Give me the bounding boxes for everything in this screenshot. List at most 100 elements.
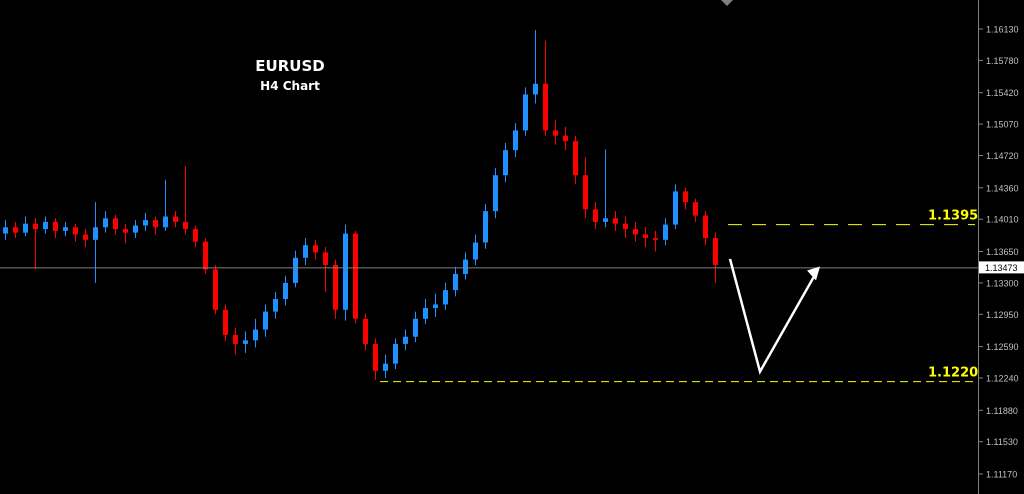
candle-body <box>153 220 158 228</box>
chart-title: EURUSD <box>255 57 325 75</box>
candle-body <box>623 223 628 230</box>
candle <box>673 184 678 230</box>
support-resistance-levels: 1.1395 1.1220 <box>380 209 978 383</box>
candle <box>563 126 568 151</box>
candle-body <box>433 304 438 309</box>
scroll-marker-icon[interactable] <box>721 0 733 6</box>
candle-body <box>493 175 498 212</box>
candle-body <box>193 229 198 242</box>
candle <box>93 202 98 283</box>
axis-tick-label: 1.11170 <box>986 470 1017 480</box>
candle <box>183 166 188 235</box>
candle-body <box>3 227 8 234</box>
candle-body <box>523 94 528 131</box>
candle <box>193 225 198 248</box>
candle-body <box>453 273 458 291</box>
candle <box>443 282 448 310</box>
axis-tick-label: 1.15420 <box>986 88 1019 98</box>
current-price-badge <box>979 261 1024 274</box>
candle-body <box>303 245 308 258</box>
candle-body <box>123 229 128 233</box>
candle-body <box>603 218 608 222</box>
candle <box>653 230 658 252</box>
candles <box>3 29 718 380</box>
candle-body <box>223 309 228 335</box>
candle <box>663 218 668 246</box>
axis-tick-label: 1.15070 <box>986 120 1019 130</box>
candle <box>113 214 118 235</box>
candle <box>703 211 708 246</box>
candle-body <box>353 233 358 319</box>
candle <box>383 354 388 379</box>
candle <box>163 179 168 231</box>
candle-body <box>413 318 418 337</box>
candle <box>513 123 518 158</box>
candle-body <box>13 227 18 233</box>
candle-body <box>373 343 378 371</box>
axis-tick-label: 1.14010 <box>986 215 1019 225</box>
candle-body <box>693 202 698 216</box>
candle-body <box>363 318 368 344</box>
candle-body <box>443 290 448 305</box>
candle <box>103 211 108 233</box>
candle-body <box>463 259 468 274</box>
candle <box>253 318 258 348</box>
axis-tick-label: 1.16130 <box>986 25 1019 35</box>
candle-body <box>383 363 388 371</box>
candle <box>463 252 468 280</box>
candle-body <box>83 234 88 240</box>
candle <box>363 313 368 351</box>
candle <box>603 149 608 228</box>
candle-body <box>33 223 38 230</box>
candle-body <box>253 329 258 341</box>
candle <box>423 299 428 325</box>
candle <box>43 216 48 234</box>
candle <box>503 142 508 183</box>
candle-body <box>343 233 348 310</box>
candle <box>233 327 238 355</box>
candle <box>683 187 688 210</box>
candle-body <box>273 299 278 312</box>
candle-body <box>533 83 538 95</box>
axis-tick-label: 1.11880 <box>986 406 1018 416</box>
candle-body <box>473 242 478 260</box>
candle <box>3 220 8 240</box>
candle-body <box>183 221 188 230</box>
candle-body <box>233 334 238 344</box>
candle-body <box>513 130 518 151</box>
candle-body <box>103 218 108 228</box>
candle <box>493 168 498 219</box>
candle-body <box>503 150 508 176</box>
candle <box>543 40 548 136</box>
candle <box>133 220 138 239</box>
candle-body <box>333 264 338 310</box>
axis-tick-label: 1.13300 <box>986 278 1019 288</box>
axis-tick-label: 1.11530 <box>986 437 1018 447</box>
candle-body <box>173 216 178 222</box>
axis-tick-label: 1.12950 <box>986 310 1019 320</box>
candle <box>623 216 628 239</box>
candle <box>83 229 88 248</box>
candle-body <box>483 211 488 243</box>
price-axis: 1.16130 1.15780 1.15420 1.15070 1.14720 1.143… <box>979 25 1024 480</box>
candle <box>533 29 538 104</box>
candle <box>553 119 558 145</box>
arrow-path <box>728 258 820 375</box>
candle <box>223 304 228 342</box>
candle <box>593 202 598 230</box>
candle-body <box>23 223 28 233</box>
candle <box>693 198 698 222</box>
candle-body <box>293 257 298 283</box>
arrowhead-icon <box>807 266 820 281</box>
candle <box>313 239 318 260</box>
candle <box>573 135 578 185</box>
axis-tick-label: 1.14720 <box>986 151 1019 161</box>
candle <box>213 264 218 315</box>
axis-tick-label: 1.12590 <box>986 342 1019 352</box>
candle <box>283 275 288 306</box>
axis-tick-label: 1.15780 <box>986 56 1019 66</box>
candle <box>393 338 398 370</box>
candle-body <box>633 229 638 235</box>
candle-body <box>143 220 148 226</box>
